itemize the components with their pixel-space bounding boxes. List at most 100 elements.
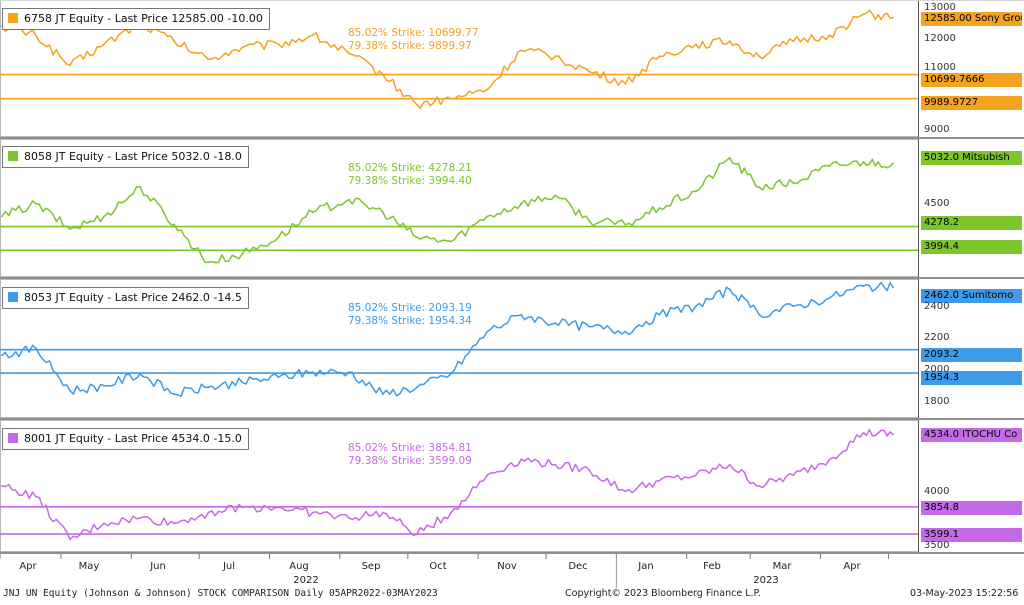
legend-mitsubishi[interactable]: 8058 JT Equity - Last Price 5032.0 -18.0 bbox=[2, 146, 249, 168]
tag-last-sumitomo: 2462.0 Sumitomo bbox=[921, 289, 1022, 303]
panel-separator bbox=[0, 418, 1024, 420]
data-point-itochu bbox=[862, 431, 865, 434]
panel-separator bbox=[0, 137, 1024, 139]
data-point-mitsubishi bbox=[658, 207, 661, 209]
data-point-itochu bbox=[450, 511, 452, 514]
data-point-itochu bbox=[486, 474, 489, 477]
data-point-sony bbox=[694, 43, 697, 46]
data-point-itochu bbox=[139, 517, 142, 519]
y-tick-sumitomo: 2200 bbox=[924, 332, 950, 343]
y-tick-itochu: 4000 bbox=[924, 486, 950, 497]
x-month-label: Mar bbox=[772, 561, 792, 572]
y-tick-sumitomo: 2000 bbox=[924, 364, 950, 375]
data-point-itochu bbox=[173, 522, 176, 525]
data-point-sony bbox=[658, 55, 661, 58]
x-month-label: Jun bbox=[150, 561, 166, 572]
strike-low-itochu: 79.38% Strike: 3599.09 bbox=[348, 455, 472, 467]
data-point-sumitomo bbox=[520, 313, 523, 316]
data-point-sony bbox=[173, 40, 176, 43]
data-point-sumitomo bbox=[728, 288, 731, 291]
strike-low-sumitomo: 79.38% Strike: 1954.34 bbox=[348, 315, 472, 327]
data-point-itochu bbox=[103, 522, 105, 525]
data-point-sony bbox=[241, 46, 244, 49]
data-point-sumitomo bbox=[173, 393, 176, 395]
legend-sony[interactable]: 6758 JT Equity - Last Price 12585.00 -10… bbox=[2, 8, 270, 30]
x-month-label: May bbox=[78, 561, 100, 572]
data-point-mitsubishi bbox=[277, 236, 280, 239]
data-point-mitsubishi bbox=[207, 261, 210, 264]
data-point-sumitomo bbox=[415, 386, 418, 389]
x-month-label: Aug bbox=[289, 561, 309, 572]
data-point-mitsubishi bbox=[758, 186, 761, 188]
data-point-itochu bbox=[728, 463, 731, 466]
legend-itochu[interactable]: 8001 JT Equity - Last Price 4534.0 -15.0 bbox=[2, 428, 249, 450]
data-point-itochu bbox=[588, 469, 591, 471]
tag-strike-low-sony: 9989.9727 bbox=[921, 96, 1022, 110]
data-point-mitsubishi bbox=[35, 202, 37, 205]
x-month-label: Apr bbox=[19, 561, 37, 572]
data-point-mitsubishi bbox=[486, 215, 489, 218]
x-month-label: Sep bbox=[361, 561, 381, 572]
data-point-mitsubishi bbox=[828, 165, 831, 168]
legend-sumitomo-label: 8053 JT Equity - Last Price 2462.0 -14.5 bbox=[24, 291, 242, 304]
data-point-sony bbox=[450, 97, 452, 100]
data-point-mitsubishi bbox=[139, 186, 142, 188]
strike-annotation-mitsubishi: 85.02% Strike: 4278.21 79.38% Strike: 39… bbox=[348, 162, 472, 188]
data-point-itochu bbox=[415, 533, 418, 535]
data-point-mitsubishi bbox=[728, 156, 731, 159]
data-point-sony bbox=[69, 64, 71, 67]
data-point-mitsubishi bbox=[103, 215, 105, 218]
data-point-sumitomo bbox=[207, 386, 210, 389]
data-point-mitsubishi bbox=[173, 223, 176, 226]
legend-mitsubishi-label: 8058 JT Equity - Last Price 5032.0 -18.0 bbox=[24, 150, 242, 163]
tag-last-mitsubishi: 5032.0 Mitsubish bbox=[921, 151, 1022, 165]
data-point-mitsubishi bbox=[624, 223, 627, 226]
data-point-mitsubishi bbox=[520, 202, 523, 205]
footer-title: JNJ UN Equity (Johnson & Johnson) STOCK … bbox=[3, 588, 438, 599]
data-point-sumitomo bbox=[828, 296, 831, 299]
data-point-itochu bbox=[658, 479, 661, 482]
strike-annotation-sony: 85.02% Strike: 10699.77 79.38% Strike: 9… bbox=[348, 27, 479, 53]
data-point-sumitomo bbox=[347, 371, 350, 374]
tag-last-sony: 12585.00 Sony Grou bbox=[921, 12, 1022, 26]
data-point-sony bbox=[792, 40, 795, 43]
data-point-sony bbox=[554, 55, 557, 58]
legend-itochu-label: 8001 JT Equity - Last Price 4534.0 -15.0 bbox=[24, 432, 242, 445]
footer-copyright: Copyright© 2023 Bloomberg Finance L.P. bbox=[565, 588, 761, 599]
tag-strike-low-itochu: 3599.1 bbox=[921, 528, 1022, 542]
data-point-mitsubishi bbox=[241, 253, 244, 255]
data-point-sumitomo bbox=[658, 313, 661, 316]
data-point-mitsubishi bbox=[554, 194, 557, 197]
x-month-label: Feb bbox=[703, 561, 721, 572]
data-point-sony bbox=[486, 88, 489, 91]
x-month-label: Nov bbox=[497, 561, 517, 572]
data-point-sumitomo bbox=[792, 305, 795, 308]
data-point-itochu bbox=[241, 506, 244, 509]
data-point-itochu bbox=[520, 458, 523, 461]
data-point-sumitomo bbox=[486, 330, 489, 333]
data-point-itochu bbox=[694, 474, 697, 477]
itochu-swatch bbox=[8, 433, 18, 443]
data-point-sony bbox=[207, 58, 210, 61]
data-point-itochu bbox=[892, 433, 894, 436]
x-year-label: 2022 bbox=[293, 575, 319, 586]
y-tick-sony: 9000 bbox=[924, 124, 950, 135]
data-point-mitsubishi bbox=[347, 198, 350, 201]
data-point-itochu bbox=[828, 458, 831, 461]
x-month-label: Oct bbox=[429, 561, 447, 572]
data-point-sony bbox=[35, 34, 37, 37]
y-tick-itochu: 3500 bbox=[924, 540, 950, 551]
data-point-sony bbox=[347, 52, 350, 55]
data-point-sumitomo bbox=[241, 381, 244, 384]
data-point-mitsubishi bbox=[381, 211, 384, 214]
data-point-mitsubishi bbox=[694, 190, 697, 193]
data-point-mitsubishi bbox=[450, 240, 452, 243]
legend-sumitomo[interactable]: 8053 JT Equity - Last Price 2462.0 -14.5 bbox=[2, 287, 249, 309]
data-point-itochu bbox=[554, 463, 557, 466]
data-point-sony bbox=[381, 73, 384, 76]
data-point-itochu bbox=[35, 495, 37, 498]
data-point-sony bbox=[520, 49, 523, 52]
data-point-sony bbox=[103, 43, 105, 46]
strike-high-itochu: 85.02% Strike: 3854.81 bbox=[348, 442, 472, 454]
data-point-sony bbox=[828, 34, 831, 37]
